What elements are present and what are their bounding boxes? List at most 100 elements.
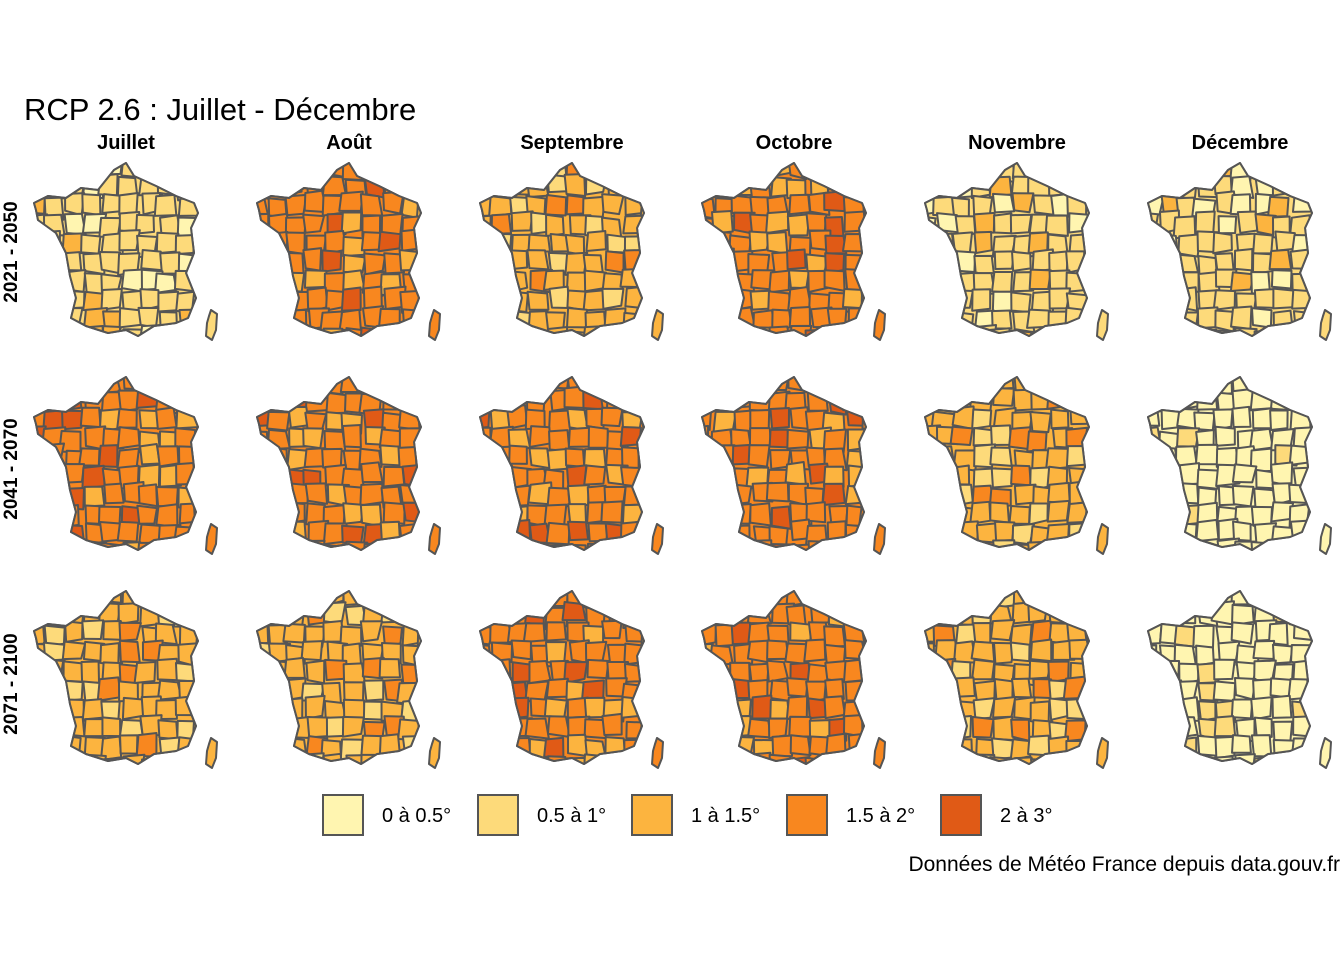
row-header-2041-2070: 2041 - 2070 [1,418,22,520]
department-region [1195,328,1218,336]
corsica-region [1096,737,1109,769]
department-region [43,251,67,277]
department-region [702,235,712,259]
legend-swatch-0 [322,794,364,836]
department-region [34,484,50,508]
department-region [265,591,289,609]
department-region [863,660,866,684]
department-region [971,658,996,681]
department-region [643,175,644,199]
department-region [600,500,624,524]
department-region [925,682,938,706]
department-region [415,195,421,221]
department-region [935,250,959,276]
department-region [282,325,306,336]
department-region [702,387,715,407]
department-region [179,330,198,336]
department-region [1029,411,1052,434]
department-region [842,390,866,412]
department-region [934,387,958,412]
department-region [136,504,158,525]
department-region [1148,448,1164,471]
department-region [62,757,85,764]
department-region [96,676,122,702]
department-region [1314,430,1333,451]
department-region [824,252,846,275]
department-region [193,480,198,505]
department-region [975,377,997,393]
column-header-septembre: Septembre [520,132,624,154]
department-region [1045,326,1070,336]
department-region [925,215,937,235]
department-region [179,756,198,764]
department-region [1045,447,1071,471]
department-region [262,715,284,739]
department-region [34,591,48,606]
department-region [480,329,494,336]
department-region [62,328,85,336]
department-region [702,465,716,489]
department-region [1177,754,1201,764]
department-region [81,193,102,217]
department-region [925,501,937,527]
department-region [1009,641,1031,663]
department-region [42,385,66,410]
department-region [702,176,717,199]
department-region [714,752,738,764]
department-region [1270,542,1292,550]
department-region [307,377,331,397]
department-region [116,426,141,450]
department-region [283,656,306,679]
corsica-region [873,309,886,341]
department-region [768,325,793,336]
department-region [43,601,66,622]
department-region [1028,659,1053,680]
department-region [489,734,513,758]
department-region [61,251,83,272]
department-region [1148,541,1163,550]
department-region [925,539,938,550]
department-region [257,523,269,544]
department-region [1212,408,1234,431]
department-region [561,601,587,622]
department-region [1250,307,1273,329]
department-region [639,163,644,184]
department-region [1088,409,1089,434]
department-region [417,411,421,435]
department-region [267,677,290,699]
department-region [925,311,937,333]
france-map [924,162,1109,341]
department-region [192,267,198,292]
department-region [268,736,292,761]
department-region [414,249,421,273]
department-region [867,212,884,232]
legend-swatch-3 [786,794,828,836]
department-region [487,388,507,413]
department-region [702,216,716,238]
department-region [1066,163,1088,177]
department-region [714,591,735,606]
department-region [200,429,219,450]
department-region [584,377,608,396]
department-region [636,591,644,608]
department-region [702,717,713,741]
department-region [990,424,1012,447]
department-region [864,377,866,392]
department-region [1148,680,1161,702]
department-region [711,390,731,412]
department-region [1253,716,1273,740]
department-region [1176,427,1201,448]
department-region [932,307,956,331]
department-region [342,502,366,525]
department-region [402,501,421,524]
department-region [78,447,101,467]
department-region [862,232,866,256]
department-region [643,423,644,449]
legend-label-4: 2 à 3° [1000,805,1053,827]
department-region [1307,286,1312,311]
department-region [1011,192,1035,214]
department-region [1176,542,1200,550]
department-region [1025,163,1048,175]
department-region [379,444,401,467]
department-region [990,467,1015,489]
